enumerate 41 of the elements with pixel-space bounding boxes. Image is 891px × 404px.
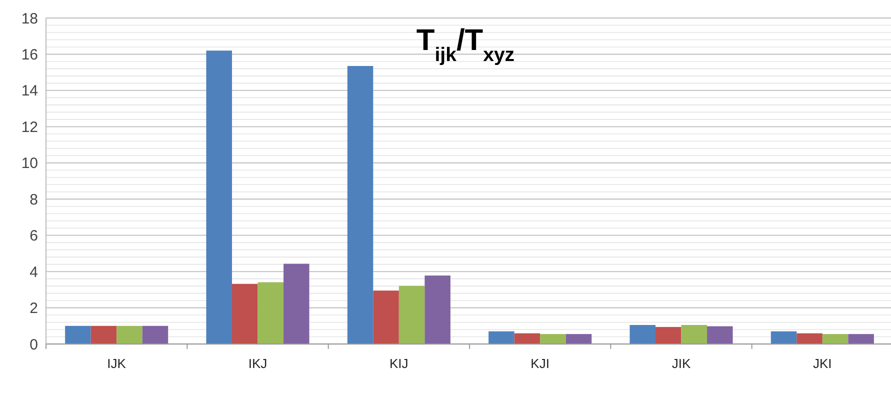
bar: [707, 326, 733, 344]
bar: [258, 282, 284, 344]
y-tick-label: 16: [21, 46, 38, 64]
bar: [848, 334, 874, 344]
y-tick-label: 18: [21, 10, 38, 28]
y-tick-label: 4: [30, 264, 38, 281]
x-tick-label: JIK: [672, 356, 691, 371]
bar: [540, 334, 566, 344]
y-tick-label: 0: [30, 336, 38, 354]
bar: [822, 334, 848, 344]
bar: [90, 326, 117, 344]
bar: [655, 326, 682, 344]
bar: [232, 284, 258, 344]
bar: [514, 333, 540, 344]
y-tick-label: 14: [21, 82, 38, 100]
x-tick-label: KIJ: [390, 356, 408, 371]
y-tick-label: 2: [30, 300, 38, 318]
bar: [488, 331, 514, 344]
chart-title: T$_{ijk}$/T$_{xyz}$: [416, 24, 515, 66]
y-tick-label: 10: [21, 155, 38, 172]
y-tick-label: 12: [21, 118, 38, 136]
bar: [681, 324, 708, 344]
y-tick-label: 8: [30, 191, 38, 208]
bar: [373, 290, 399, 344]
bar: [116, 326, 142, 344]
x-tick-label: IKJ: [248, 356, 268, 371]
bar: [398, 286, 425, 344]
bar: [65, 326, 91, 344]
bar: [630, 324, 656, 344]
bar: [770, 331, 797, 344]
bar: [347, 66, 374, 344]
bar: [566, 334, 592, 344]
x-tick-label: IJK: [107, 356, 126, 371]
bar: [284, 264, 310, 344]
x-tick-label: KJI: [530, 356, 550, 371]
bar: [142, 326, 168, 344]
bar: [206, 50, 232, 344]
bar: [796, 333, 822, 344]
y-tick-label: 6: [30, 228, 38, 245]
x-tick-label: JKI: [813, 356, 832, 371]
bar: [424, 276, 450, 344]
